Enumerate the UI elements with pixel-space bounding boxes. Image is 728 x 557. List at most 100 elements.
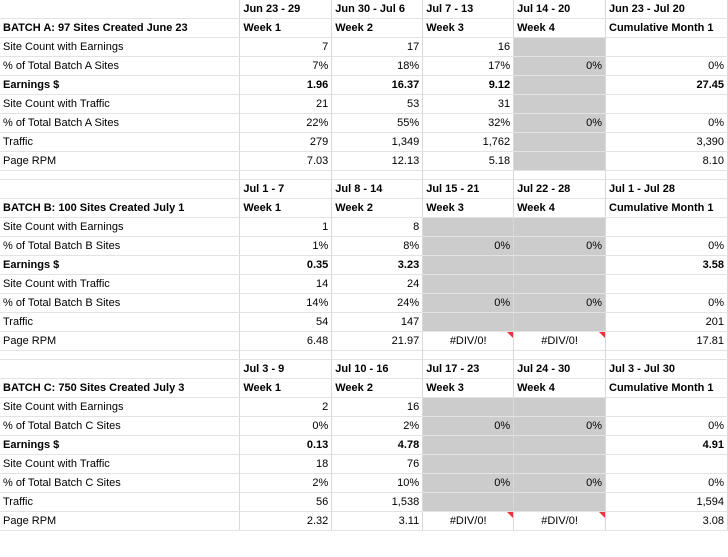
value-cell[interactable]: 1,762: [422, 132, 515, 152]
row-label[interactable]: Site Count with Earnings: [0, 397, 241, 417]
date-range-cell[interactable]: Jul 24 - 30: [513, 359, 606, 379]
value-cell[interactable]: 2.32: [239, 511, 333, 531]
value-cell[interactable]: [605, 397, 728, 417]
value-cell[interactable]: 0%: [422, 416, 515, 436]
row-label[interactable]: Site Count with Earnings: [0, 37, 241, 57]
empty-cell[interactable]: [0, 359, 241, 379]
error-cell[interactable]: #DIV/0!: [513, 331, 606, 351]
value-cell[interactable]: 0%: [513, 56, 606, 76]
value-cell[interactable]: [605, 274, 728, 294]
value-cell[interactable]: [513, 397, 606, 417]
value-cell[interactable]: 31: [422, 94, 515, 114]
row-label[interactable]: Site Count with Earnings: [0, 217, 241, 237]
row-label[interactable]: Traffic: [0, 132, 241, 152]
value-cell[interactable]: [513, 435, 606, 455]
value-cell[interactable]: [513, 94, 606, 114]
week-label-cell[interactable]: Week 3: [422, 18, 515, 38]
date-range-cell[interactable]: Jun 30 - Jul 6: [331, 0, 424, 19]
value-cell[interactable]: 14%: [239, 293, 333, 313]
row-label[interactable]: Earnings $: [0, 435, 241, 455]
date-range-cell[interactable]: Jul 1 - Jul 28: [605, 179, 728, 199]
value-cell[interactable]: 2%: [239, 473, 333, 493]
value-cell[interactable]: 0.35: [239, 255, 333, 275]
date-range-cell[interactable]: Jul 1 - 7: [239, 179, 333, 199]
value-cell[interactable]: 0%: [605, 236, 728, 256]
value-cell[interactable]: [422, 312, 515, 332]
value-cell[interactable]: 0%: [513, 293, 606, 313]
value-cell[interactable]: 18: [239, 454, 333, 474]
week-label-cell[interactable]: Week 3: [422, 198, 515, 218]
week-label-cell[interactable]: Cumulative Month 1: [605, 198, 728, 218]
value-cell[interactable]: [422, 397, 515, 417]
row-label[interactable]: % of Total Batch A Sites: [0, 113, 241, 133]
value-cell[interactable]: [422, 454, 515, 474]
empty-cell[interactable]: [0, 0, 241, 19]
value-cell[interactable]: [513, 454, 606, 474]
row-label[interactable]: Earnings $: [0, 75, 241, 95]
value-cell[interactable]: 0%: [513, 473, 606, 493]
value-cell[interactable]: 3.11: [331, 511, 424, 531]
date-range-cell[interactable]: Jul 17 - 23: [422, 359, 515, 379]
value-cell[interactable]: 7.03: [239, 151, 333, 171]
value-cell[interactable]: 0%: [422, 293, 515, 313]
row-label[interactable]: Traffic: [0, 492, 241, 512]
row-label[interactable]: Site Count with Traffic: [0, 454, 241, 474]
value-cell[interactable]: 17%: [422, 56, 515, 76]
value-cell[interactable]: 8: [331, 217, 424, 237]
date-range-cell[interactable]: Jun 23 - 29: [239, 0, 333, 19]
value-cell[interactable]: 1,349: [331, 132, 424, 152]
value-cell[interactable]: 7%: [239, 56, 333, 76]
row-label[interactable]: % of Total Batch A Sites: [0, 56, 241, 76]
value-cell[interactable]: [513, 151, 606, 171]
row-label[interactable]: Page RPM: [0, 151, 241, 171]
value-cell[interactable]: [513, 132, 606, 152]
value-cell[interactable]: [513, 255, 606, 275]
value-cell[interactable]: 9.12: [422, 75, 515, 95]
value-cell[interactable]: 16.37: [331, 75, 424, 95]
value-cell[interactable]: [605, 217, 728, 237]
value-cell[interactable]: 1,538: [331, 492, 424, 512]
value-cell[interactable]: 22%: [239, 113, 333, 133]
error-cell[interactable]: #DIV/0!: [422, 511, 515, 531]
value-cell[interactable]: [513, 37, 606, 57]
value-cell[interactable]: 2: [239, 397, 333, 417]
value-cell[interactable]: 0%: [605, 416, 728, 436]
value-cell[interactable]: 3.58: [605, 255, 728, 275]
value-cell[interactable]: [422, 274, 515, 294]
date-range-cell[interactable]: Jul 3 - Jul 30: [605, 359, 728, 379]
batch-title[interactable]: BATCH C: 750 Sites Created July 3: [0, 378, 241, 398]
error-cell[interactable]: #DIV/0!: [422, 331, 515, 351]
value-cell[interactable]: 14: [239, 274, 333, 294]
value-cell[interactable]: 76: [331, 454, 424, 474]
value-cell[interactable]: 12.13: [331, 151, 424, 171]
value-cell[interactable]: 1,594: [605, 492, 728, 512]
date-range-cell[interactable]: Jul 14 - 20: [513, 0, 606, 19]
row-label[interactable]: Page RPM: [0, 511, 241, 531]
value-cell[interactable]: 0%: [605, 113, 728, 133]
value-cell[interactable]: 0%: [605, 56, 728, 76]
value-cell[interactable]: 8.10: [605, 151, 728, 171]
row-label[interactable]: Page RPM: [0, 331, 241, 351]
value-cell[interactable]: 54: [239, 312, 333, 332]
value-cell[interactable]: 17: [331, 37, 424, 57]
week-label-cell[interactable]: Week 1: [239, 378, 333, 398]
value-cell[interactable]: 55%: [331, 113, 424, 133]
value-cell[interactable]: 3,390: [605, 132, 728, 152]
date-range-cell[interactable]: Jul 8 - 14: [331, 179, 424, 199]
value-cell[interactable]: 21.97: [331, 331, 424, 351]
value-cell[interactable]: [513, 274, 606, 294]
date-range-cell[interactable]: Jul 10 - 16: [331, 359, 424, 379]
error-cell[interactable]: #DIV/0!: [513, 511, 606, 531]
value-cell[interactable]: [605, 454, 728, 474]
value-cell[interactable]: [513, 217, 606, 237]
value-cell[interactable]: 18%: [331, 56, 424, 76]
week-label-cell[interactable]: Week 4: [513, 18, 606, 38]
value-cell[interactable]: 0%: [513, 236, 606, 256]
value-cell[interactable]: 5.18: [422, 151, 515, 171]
row-label[interactable]: Traffic: [0, 312, 241, 332]
row-label[interactable]: % of Total Batch B Sites: [0, 236, 241, 256]
week-label-cell[interactable]: Week 1: [239, 18, 333, 38]
week-label-cell[interactable]: Week 1: [239, 198, 333, 218]
value-cell[interactable]: 56: [239, 492, 333, 512]
value-cell[interactable]: 6.48: [239, 331, 333, 351]
